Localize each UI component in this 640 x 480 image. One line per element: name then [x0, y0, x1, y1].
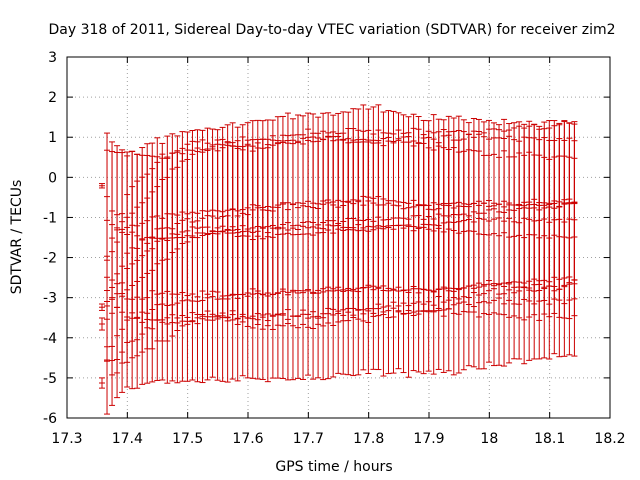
y-tick-label: -2	[43, 251, 57, 267]
y-tick-label: 2	[48, 90, 57, 106]
axis-ticks	[66, 56, 611, 419]
y-tick-label: 1	[48, 130, 57, 146]
error-bars	[98, 104, 578, 415]
x-tick-label: 18.1	[534, 431, 565, 447]
y-tick-label: 0	[48, 170, 57, 186]
x-tick-label: 17.8	[353, 431, 384, 447]
x-tick-label: 17.3	[51, 431, 82, 447]
tick-labels: 17.3 17.4 17.5 17.6 17.7 17.8 17.9 18 18.1 18.2 -6…	[43, 50, 626, 447]
x-tick-label: 18.2	[594, 431, 625, 447]
y-tick-label: -6	[43, 411, 57, 427]
y-tick-label: 3	[48, 50, 57, 66]
x-tick-label: 17.4	[112, 431, 143, 447]
y-tick-label: -3	[43, 291, 57, 307]
x-tick-label: 17.5	[172, 431, 203, 447]
y-tick-label: -4	[43, 331, 57, 347]
x-tick-label: 17.7	[293, 431, 324, 447]
chart-title: Day 318 of 2011, Sidereal Day-to-day VTE…	[49, 22, 616, 38]
x-axis-label: GPS time / hours	[275, 459, 392, 475]
x-tick-label: 17.9	[413, 431, 444, 447]
y-tick-label: -5	[43, 371, 57, 387]
series-E	[104, 135, 578, 325]
x-tick-label: 18	[480, 431, 498, 447]
y-axis-label: SDTVAR / TECUs	[9, 180, 25, 295]
x-tick-label: 17.6	[232, 431, 263, 447]
plot-frame	[66, 56, 611, 419]
y-tick-label: -1	[43, 210, 57, 226]
